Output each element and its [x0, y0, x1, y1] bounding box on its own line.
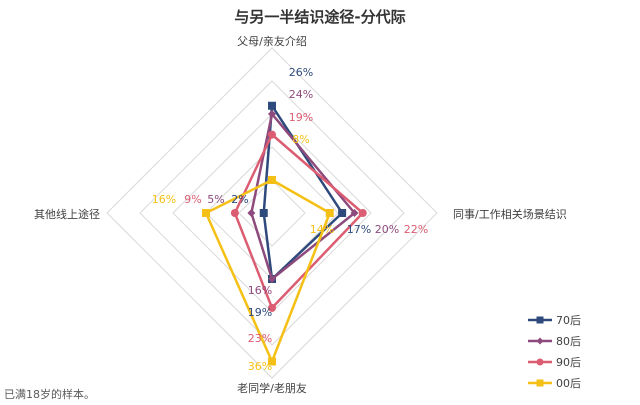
data-point [268, 303, 276, 312]
data-label: 8% [292, 133, 309, 146]
data-label: 36% [248, 360, 272, 373]
grid-ring [106, 47, 438, 379]
data-point [350, 209, 359, 217]
legend-label: 90后 [556, 356, 581, 369]
data-labels: 26% 17% 19% 2% 24% 20% 16% 5% 19% 22% 23% 9% 8% 14% 36… [152, 66, 428, 373]
axis-label: 老同学/老朋友 [237, 381, 307, 395]
axis-label: 其他线上途径 [34, 207, 100, 221]
data-label: 23% [248, 332, 272, 345]
series-80后 [247, 110, 359, 283]
series-90后 [230, 130, 367, 312]
data-point [536, 316, 544, 324]
data-label: 19% [248, 306, 272, 319]
data-label: 19% [289, 111, 313, 124]
data-point [247, 209, 256, 217]
data-point [268, 110, 276, 118]
legend: 70后 80后 90后 00后 [528, 314, 581, 390]
data-label: 9% [184, 193, 201, 206]
chart-title: 与另一半结识途径-分代际 [234, 8, 406, 26]
axis-label: 父母/亲友介绍 [237, 34, 307, 48]
data-point [268, 101, 276, 110]
data-point [338, 209, 347, 217]
legend-item: 00后 [528, 377, 581, 390]
data-point [230, 209, 239, 217]
data-point [259, 209, 268, 217]
data-label: 20% [375, 223, 399, 236]
data-label: 24% [289, 88, 313, 101]
data-label: 5% [207, 193, 224, 206]
axis-label: 同事/工作相关场景结识 [453, 207, 567, 221]
radar-grid [106, 47, 438, 379]
grid-ring [238, 179, 306, 247]
data-label: 26% [289, 66, 313, 79]
data-point [536, 358, 544, 366]
grid-ring [139, 80, 405, 346]
data-label: 16% [248, 284, 272, 297]
legend-item: 90后 [528, 356, 581, 369]
data-point [202, 209, 210, 217]
data-point [268, 176, 276, 184]
data-point [536, 337, 544, 345]
grid-ring [172, 113, 372, 313]
data-label: 16% [152, 193, 176, 206]
footnote: 已满18岁的样本。 [4, 388, 95, 401]
series-00后 [202, 176, 334, 366]
data-label: 22% [404, 223, 428, 236]
data-point [268, 275, 276, 283]
legend-label: 70后 [556, 314, 581, 327]
data-label: 2% [231, 193, 248, 206]
legend-item: 80后 [528, 335, 581, 348]
data-label: 17% [347, 223, 371, 236]
legend-item: 70后 [528, 314, 581, 327]
series-layer [202, 101, 367, 366]
legend-label: 80后 [556, 335, 581, 348]
data-point [536, 379, 544, 387]
data-point [268, 130, 276, 139]
data-point [325, 209, 334, 217]
data-point [358, 209, 367, 217]
legend-label: 00后 [556, 377, 581, 390]
data-label: 14% [310, 223, 334, 236]
data-point [268, 357, 276, 366]
